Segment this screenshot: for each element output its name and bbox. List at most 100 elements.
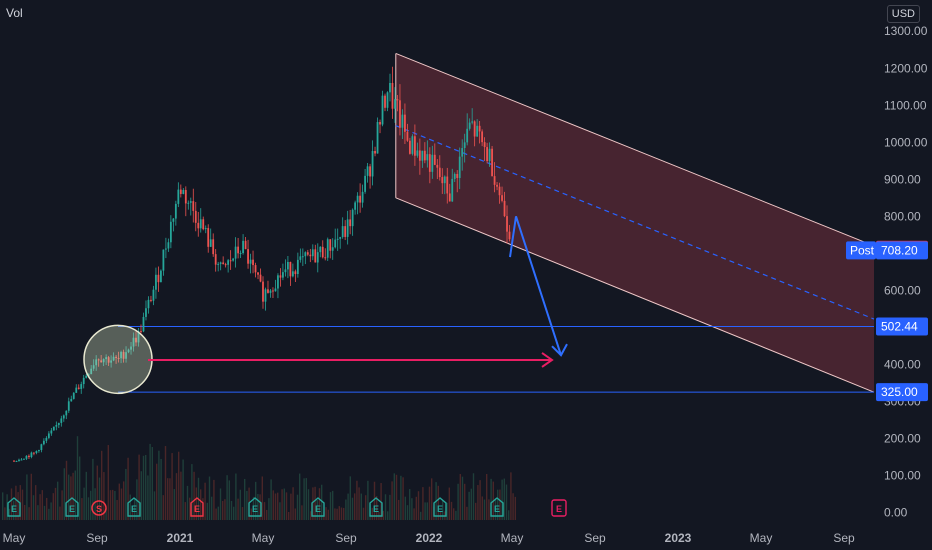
candle-body bbox=[446, 176, 449, 194]
candle-body bbox=[174, 203, 177, 219]
candle-body bbox=[508, 231, 511, 240]
candle-body bbox=[473, 121, 476, 137]
candle-body bbox=[57, 422, 60, 426]
earnings-marker bbox=[433, 497, 447, 517]
candle-body bbox=[105, 357, 108, 360]
candle-body bbox=[82, 377, 85, 385]
volume-bar bbox=[475, 502, 477, 520]
x-tick-label: 2021 bbox=[167, 531, 194, 545]
currency-button[interactable]: USD bbox=[886, 5, 920, 23]
volume-bar bbox=[32, 495, 35, 520]
volume-bar bbox=[79, 456, 81, 520]
volume-bar bbox=[173, 489, 175, 520]
candle-body bbox=[85, 375, 88, 378]
candle-body bbox=[247, 249, 249, 264]
candle-body bbox=[160, 270, 162, 283]
candle-body bbox=[493, 176, 496, 185]
candle-body bbox=[314, 249, 317, 263]
candle-body bbox=[25, 455, 28, 459]
volume-bar bbox=[442, 500, 444, 520]
volume-bar bbox=[61, 490, 63, 520]
split-marker bbox=[91, 500, 107, 516]
volume-bar bbox=[105, 507, 107, 520]
candle-body bbox=[319, 246, 322, 253]
candle-body bbox=[304, 252, 307, 257]
earnings-marker-label: E bbox=[11, 504, 17, 514]
volume-bar bbox=[373, 481, 376, 520]
volume-bar bbox=[479, 480, 481, 520]
channel-upper-line bbox=[395, 52, 875, 247]
volume-bar bbox=[90, 490, 92, 520]
volume-bar bbox=[15, 485, 17, 520]
volume-bar bbox=[283, 488, 285, 520]
volume-bar bbox=[343, 507, 345, 520]
volume-bar bbox=[72, 472, 74, 520]
volume-bar bbox=[450, 501, 453, 520]
candle-body bbox=[299, 256, 302, 260]
volume-bar bbox=[294, 508, 296, 520]
volume-bar bbox=[149, 443, 151, 520]
volume-bar bbox=[195, 487, 197, 520]
y-tick-label: 800.00 bbox=[884, 209, 921, 223]
y-tick-label: 200.00 bbox=[884, 431, 921, 445]
volume-bar bbox=[494, 498, 497, 520]
volume-bar bbox=[347, 493, 349, 520]
volume-bar bbox=[233, 506, 235, 520]
volume-bar bbox=[35, 485, 37, 520]
volume-bar bbox=[217, 506, 219, 520]
volume-bar bbox=[354, 493, 356, 520]
volume-bar bbox=[191, 464, 193, 520]
candle-body bbox=[122, 351, 125, 359]
volume-bar bbox=[37, 505, 39, 520]
volume-bar bbox=[246, 490, 248, 520]
candle-body bbox=[130, 346, 132, 350]
candle-body bbox=[359, 195, 362, 203]
candle-body bbox=[453, 173, 456, 179]
y-tick-label: 400.00 bbox=[884, 357, 921, 371]
candle-body bbox=[152, 289, 155, 301]
volume-bar bbox=[21, 489, 24, 520]
volume-bar bbox=[345, 499, 347, 520]
candle-body bbox=[364, 175, 366, 192]
volume-bar bbox=[226, 475, 228, 520]
volume-bar bbox=[470, 488, 472, 520]
candle-body bbox=[137, 331, 140, 343]
volume-bar bbox=[512, 493, 514, 520]
volume-bar bbox=[362, 507, 365, 520]
candle-body bbox=[394, 99, 396, 109]
candle-body bbox=[326, 239, 329, 258]
earnings-marker bbox=[190, 497, 204, 517]
level-upper-tag-bg bbox=[876, 317, 928, 336]
candle-body bbox=[259, 274, 262, 282]
candle-body bbox=[351, 209, 354, 227]
candle-body bbox=[483, 142, 486, 148]
candle-body bbox=[192, 201, 195, 211]
volume-bar bbox=[314, 486, 316, 520]
volume-bar bbox=[472, 473, 475, 520]
candle-body bbox=[471, 121, 474, 123]
volume-bar bbox=[83, 487, 85, 520]
candle-body bbox=[401, 114, 404, 128]
volume-bar bbox=[360, 493, 362, 520]
candle-body bbox=[438, 167, 441, 178]
earnings-marker-label: E bbox=[131, 504, 137, 514]
x-tick-label: Sep bbox=[833, 531, 855, 545]
volume-bar bbox=[180, 471, 182, 520]
candle-body bbox=[396, 99, 399, 101]
volume-bar bbox=[371, 507, 373, 520]
volume-bar bbox=[87, 497, 90, 520]
earnings-marker-label: E bbox=[373, 504, 379, 514]
volume-bar bbox=[257, 494, 259, 520]
candle-body bbox=[284, 269, 287, 273]
volume-bar bbox=[134, 498, 136, 520]
candle-body bbox=[496, 184, 498, 187]
volume-bar bbox=[239, 489, 241, 520]
volume-bar bbox=[250, 508, 252, 520]
y-tick-label: 1000.00 bbox=[884, 135, 928, 149]
volume-bar bbox=[395, 474, 398, 520]
candle-body bbox=[95, 359, 98, 366]
candle-body bbox=[451, 178, 454, 202]
y-tick-label: 1300.00 bbox=[884, 24, 928, 38]
candle-body bbox=[324, 257, 327, 259]
